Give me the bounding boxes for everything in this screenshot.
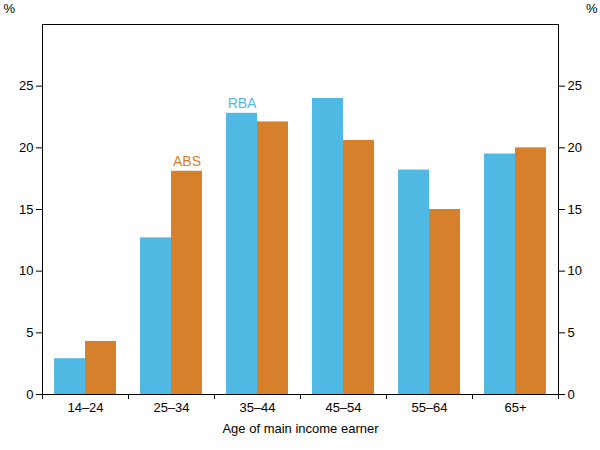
svg-text:15: 15 <box>19 202 33 217</box>
svg-text:10: 10 <box>19 263 33 278</box>
svg-text:15: 15 <box>568 202 582 217</box>
svg-text:RBA: RBA <box>228 95 257 111</box>
svg-text:%: % <box>4 1 16 16</box>
svg-text:14–24: 14–24 <box>67 400 103 415</box>
svg-text:25–34: 25–34 <box>153 400 189 415</box>
svg-text:0: 0 <box>568 387 575 402</box>
svg-text:%: % <box>586 1 598 16</box>
svg-text:35–44: 35–44 <box>239 400 275 415</box>
svg-text:5: 5 <box>568 325 575 340</box>
svg-text:Age of main income earner: Age of main income earner <box>222 421 379 436</box>
svg-text:10: 10 <box>568 263 582 278</box>
svg-text:ABS: ABS <box>173 153 201 169</box>
svg-text:20: 20 <box>568 140 582 155</box>
svg-text:25: 25 <box>19 78 33 93</box>
svg-text:65+: 65+ <box>504 400 526 415</box>
svg-text:25: 25 <box>568 78 582 93</box>
svg-text:5: 5 <box>26 325 33 340</box>
svg-text:20: 20 <box>19 140 33 155</box>
svg-text:45–54: 45–54 <box>325 400 361 415</box>
svg-text:0: 0 <box>26 387 33 402</box>
svg-text:55–64: 55–64 <box>411 400 447 415</box>
